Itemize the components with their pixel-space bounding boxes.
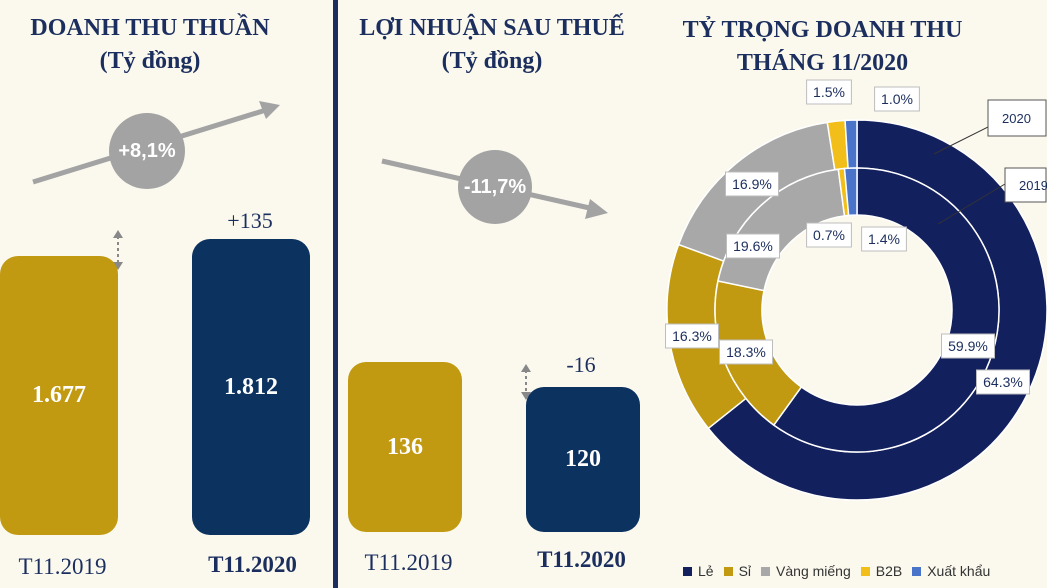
legend-label-b2b: B2B <box>875 563 903 579</box>
donut-label-2020-1-text: 16.3% <box>672 328 712 344</box>
donut-label-2019-2: 19.6% <box>726 233 780 259</box>
series-leader-2020 <box>933 125 991 155</box>
legend-item-si: Sỉ <box>723 563 752 579</box>
donut-label-2020-4-text: 1.0% <box>881 91 913 107</box>
donut-label-2019-3-text: 0.7% <box>813 227 845 243</box>
revenue-x-label-2019: T11.2019 <box>18 554 107 579</box>
profit-title: LỢI NHUẬN SAU THUẾ (Tỷ đồng) <box>342 12 642 78</box>
revenue-bar-2019: 1.677 <box>0 256 118 535</box>
donut-label-2020-4: 1.0% <box>874 86 920 112</box>
profit-change-label: -16 <box>566 352 596 377</box>
legend-label-si: Sỉ <box>738 563 752 579</box>
donut-label-2020-1: 16.3% <box>665 323 719 349</box>
donut-label-2020-0-text: 64.3% <box>983 374 1023 390</box>
legend-swatch-vang-mieng <box>761 566 771 576</box>
donut-label-2019-2-text: 19.6% <box>733 238 773 254</box>
legend-swatch-xuat-khau <box>912 566 922 576</box>
donut-label-2020-4-box <box>874 86 920 112</box>
donut-slice-2019-0 <box>772 167 1000 453</box>
donut-label-2019-4: 1.4% <box>861 226 907 252</box>
legend-item-le: Lẻ <box>683 563 714 579</box>
donut-label-2020-3-box <box>806 79 852 105</box>
legend-label-le: Lẻ <box>698 563 714 579</box>
donut-label-2020-2-box <box>725 171 779 197</box>
donut-label-2020-2: 16.9% <box>725 171 779 197</box>
donut-label-2019-2-box <box>726 233 780 259</box>
legend-swatch-le <box>683 566 692 576</box>
series-label-2020: 2020 <box>1002 111 1031 126</box>
profit-x-label-2019: T11.2019 <box>364 550 453 575</box>
revenue-change-label: +135 <box>227 208 273 233</box>
revenue-growth-badge: +8,1% <box>109 113 185 189</box>
donut-label-2019-4-text: 1.4% <box>868 231 900 247</box>
revenue-panel: DOANH THU THUẦN (Tỷ đồng) +8,1% +135 1.6… <box>0 0 333 588</box>
profit-x-label-2020: T11.2020 <box>537 547 626 572</box>
share-title: TỶ TRỌNG DOANH THU THÁNG 11/2020 <box>660 14 985 80</box>
donut-label-2019-1-text: 18.3% <box>726 344 766 360</box>
revenue-title-text: DOANH THU THUẦN <box>30 15 270 41</box>
donut-label-2020-3-text: 1.5% <box>813 84 845 100</box>
donut-slice-2019-4 <box>843 167 858 217</box>
share-title-line-1: TỶ TRỌNG DOANH THU <box>682 17 963 43</box>
donut-label-2019-1: 18.3% <box>719 339 773 365</box>
donut-label-2020-3: 1.5% <box>806 79 852 105</box>
profit-panel: LỢI NHUẬN SAU THUẾ (Tỷ đồng) -11,7% -16 … <box>342 0 660 588</box>
share-legend: Lẻ Sỉ Vàng miếng B2B Xuất khẩu <box>683 563 990 579</box>
share-title-line-2: THÁNG 11/2020 <box>736 50 909 76</box>
legend-label-xuat-khau: Xuất khẩu <box>927 563 991 579</box>
panel-divider <box>333 0 338 588</box>
donut-label-2019-0-text: 59.9% <box>948 338 988 354</box>
legend-label-vang-mieng: Vàng miếng <box>776 563 851 579</box>
profit-growth-badge: -11,7% <box>458 150 532 224</box>
revenue-unit: (Tỷ đồng) <box>99 48 201 74</box>
series-leader-2019 <box>937 183 1006 225</box>
profit-bar-2020: 120 <box>526 387 640 532</box>
donut-label-2019-0: 59.9% <box>941 333 995 359</box>
donut-label-2020-2-text: 16.9% <box>732 176 772 192</box>
donut-label-2019-3-box <box>806 222 852 248</box>
donut-label-2020-1-box <box>665 323 719 349</box>
series-label-2019: 2019 <box>1019 178 1047 193</box>
revenue-x-label-2020: T11.2020 <box>208 552 297 577</box>
donut-label-2019-0-box <box>941 333 995 359</box>
legend-item-vang-mieng: Vàng miếng <box>761 563 851 579</box>
profit-title-text: LỢI NHUẬN SAU THUẾ <box>359 15 625 41</box>
series-label-box-2020 <box>987 99 1047 137</box>
revenue-bar-2020: 1.812 <box>192 239 310 535</box>
profit-bar-2019: 136 <box>348 362 462 532</box>
legend-item-xuat-khau: Xuất khẩu <box>912 563 990 579</box>
legend-swatch-b2b <box>860 566 870 576</box>
revenue-title: DOANH THU THUẦN (Tỷ đồng) <box>0 12 300 78</box>
profit-unit: (Tỷ đồng) <box>441 48 543 74</box>
donut-label-2019-4-box <box>861 226 907 252</box>
legend-item-b2b: B2B <box>860 563 903 579</box>
donut-label-2020-0: 64.3% <box>976 369 1030 395</box>
donut-label-2020-0-box <box>976 369 1030 395</box>
legend-swatch-si <box>723 566 733 576</box>
series-label-box-2019 <box>1004 167 1047 203</box>
donut-label-2019-3: 0.7% <box>806 222 852 248</box>
donut-label-2019-1-box <box>719 339 773 365</box>
